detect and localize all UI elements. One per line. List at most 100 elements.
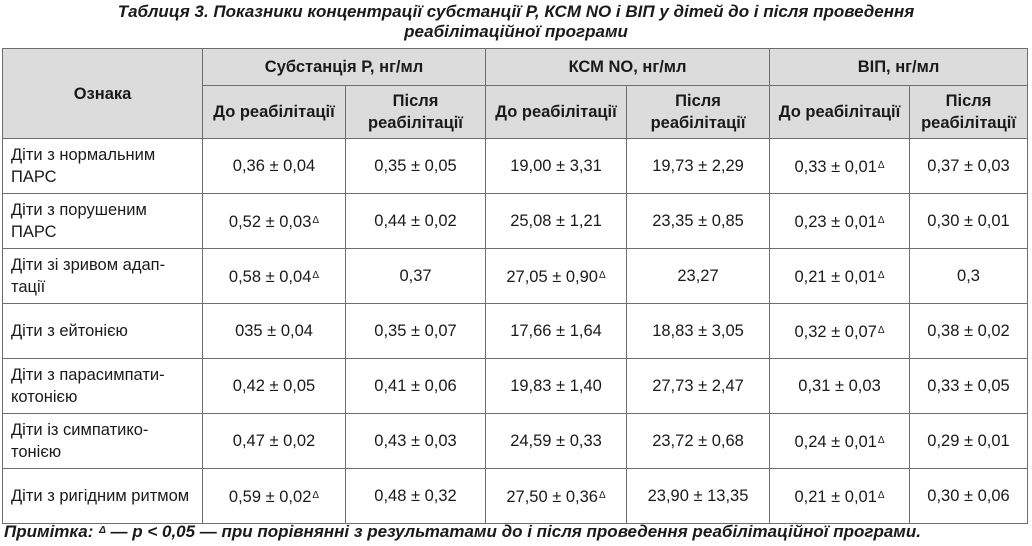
table-cell: 23,27	[626, 248, 771, 304]
significance-mark: Δ	[877, 434, 885, 446]
cell-value: 18,83 ± 3,05	[652, 322, 744, 340]
table-cell: 0,23 ± 0,01Δ	[769, 193, 911, 249]
cell-value: 19,00 ± 3,31	[510, 157, 602, 175]
header-before: До реабілітації	[769, 85, 911, 139]
table-row: Діти з парасимпати-котонією 0,42 ± 0,05 0,…	[2, 358, 1028, 414]
table-caption-line-1: Таблиця 3. Показники концентрації субста…	[117, 2, 915, 21]
table-cell: 0,35 ± 0,05	[344, 138, 487, 194]
footnote-prefix: Примітка:	[4, 522, 99, 541]
significance-mark: Δ	[312, 269, 320, 281]
table-cell: 27,50 ± 0,36Δ	[485, 468, 628, 524]
table-cell: 0,59 ± 0,02Δ	[202, 468, 346, 524]
table-cell: 0,48 ± 0,32	[344, 468, 487, 524]
table-cell: 19,00 ± 3,31	[485, 138, 628, 194]
cell-value: 0,52 ± 0,03	[228, 212, 312, 231]
table-cell: 0,30 ± 0,01	[909, 193, 1028, 249]
cell-value: 23,27	[677, 267, 719, 285]
cell-value: 19,73 ± 2,29	[652, 157, 744, 175]
cell-value: 0,23 ± 0,01	[794, 212, 877, 231]
significance-mark: Δ	[312, 214, 320, 226]
cell-value: 0,38 ± 0,02	[927, 322, 1010, 340]
cell-value: 0,37 ± 0,03	[927, 157, 1010, 175]
table-cell: 0,36 ± 0,04	[202, 138, 346, 194]
cell-value: 035 ± 0,04	[235, 322, 313, 340]
cell-value: 0,43 ± 0,03	[374, 432, 457, 450]
header-row-subcolumns: До реабілітації Після реабілітації До ре…	[3, 85, 1028, 139]
cell-value: 0,30 ± 0,01	[927, 212, 1010, 230]
cell-value: 0,37	[399, 267, 432, 285]
header-group-substance-p: Субстанція Р, нг/мл	[201, 48, 487, 86]
cell-value: 0,41 ± 0,06	[374, 377, 457, 395]
table-cell: 0,43 ± 0,03	[344, 413, 487, 469]
table-cell: 0,29 ± 0,01	[909, 413, 1028, 469]
significance-mark: Δ	[877, 214, 885, 226]
cell-value: 23,35 ± 0,85	[652, 212, 744, 230]
header-group-ksm-no: КСМ NO, нг/мл	[485, 48, 771, 86]
header-before: До реабілітації	[485, 85, 628, 139]
cell-value: 0,21 ± 0,01	[794, 487, 877, 506]
table-cell: 19,73 ± 2,29	[626, 138, 771, 194]
cell-value: 25,08 ± 1,21	[510, 212, 602, 230]
table-cell: 0,24 ± 0,01Δ	[769, 413, 911, 469]
cell-value: 17,66 ± 1,64	[510, 322, 602, 340]
table-cell: 0,33 ± 0,05	[909, 358, 1028, 414]
table-cell: 18,83 ± 3,05	[626, 303, 771, 359]
header-before: До реабілітації	[202, 85, 346, 139]
table-cell: 0,21 ± 0,01Δ	[769, 468, 911, 524]
significance-mark: Δ	[877, 269, 885, 281]
row-label: Діти з нормальним ПАРС	[2, 138, 203, 194]
row-label: Діти з ригідним ритмом	[2, 468, 203, 524]
row-label: Діти з порушеним ПАРС	[2, 193, 203, 249]
cell-value: 0,42 ± 0,05	[232, 377, 316, 395]
cell-value: 27,05 ± 0,90	[506, 267, 598, 286]
cell-value: 0,33 ± 0,01	[794, 157, 877, 176]
data-table: Ознака Субстанція Р, нг/мл КСМ NO, нг/мл…	[2, 48, 1028, 524]
table-cell: 0,3	[909, 248, 1028, 304]
significance-mark: Δ	[877, 324, 885, 336]
cell-value: 27,50 ± 0,36	[506, 487, 598, 506]
table-cell: 24,59 ± 0,33	[485, 413, 628, 469]
table-cell: 17,66 ± 1,64	[485, 303, 628, 359]
cell-value: 0,44 ± 0,02	[374, 212, 457, 230]
table-cell: 23,72 ± 0,68	[626, 413, 771, 469]
row-label: Діти з парасимпати-котонією	[2, 358, 203, 414]
table-cell: 035 ± 0,04	[202, 303, 346, 359]
table-cell: 0,31 ± 0,03	[769, 358, 911, 414]
cell-value: 0,58 ± 0,04	[228, 267, 312, 286]
table-row: Діти зі зривом адап-тації 0,58 ± 0,04Δ 0,3…	[2, 248, 1028, 304]
cell-value: 0,21 ± 0,01	[794, 267, 877, 286]
table-cell: 23,90 ± 13,35	[626, 468, 771, 524]
cell-value: 0,31 ± 0,03	[798, 377, 881, 395]
table-row: Діти з ейтонією 035 ± 0,04 0,35 ± 0,07 17,6…	[2, 303, 1028, 359]
row-label: Діти з ейтонією	[2, 303, 203, 359]
table-cell: 0,44 ± 0,02	[344, 193, 487, 249]
table-cell: 27,05 ± 0,90Δ	[485, 248, 628, 304]
header-after: Після реабілітації	[909, 85, 1028, 139]
cell-value: 0,59 ± 0,02	[228, 487, 312, 506]
table-cell: 19,83 ± 1,40	[485, 358, 628, 414]
cell-value: 23,90 ± 13,35	[647, 487, 749, 505]
cell-value: 23,72 ± 0,68	[652, 432, 744, 450]
table-caption: Таблиця 3. Показники концентрації субста…	[0, 2, 1032, 42]
table-cell: 0,32 ± 0,07Δ	[769, 303, 911, 359]
cell-value: 27,73 ± 2,47	[652, 377, 744, 395]
table-row: Діти з нормальним ПАРС 0,36 ± 0,04 0,35 ± …	[2, 138, 1028, 194]
cell-value: 0,35 ± 0,07	[374, 322, 457, 340]
significance-mark: Δ	[312, 489, 320, 501]
cell-value: 0,47 ± 0,02	[232, 432, 316, 450]
header-after: Після реабілітації	[344, 85, 487, 139]
significance-mark: Δ	[99, 525, 106, 536]
table-cell: 0,42 ± 0,05	[202, 358, 346, 414]
footnote: Примітка: Δ — р < 0,05 — при порівнянні …	[4, 520, 1032, 543]
table-row: Діти з порушеним ПАРС 0,52 ± 0,03Δ 0,44 ± …	[2, 193, 1028, 249]
significance-mark: Δ	[598, 489, 606, 501]
table-cell: 0,38 ± 0,02	[909, 303, 1028, 359]
table-cell: 23,35 ± 0,85	[626, 193, 771, 249]
cell-value: 0,24 ± 0,01	[794, 432, 877, 451]
header-row-groups: Ознака Субстанція Р, нг/мл КСМ NO, нг/мл…	[2, 48, 1028, 139]
table-cell: 0,47 ± 0,02	[202, 413, 346, 469]
table-body: Діти з нормальним ПАРС 0,36 ± 0,04 0,35 ± …	[2, 138, 1028, 524]
table-cell: 0,52 ± 0,03Δ	[202, 193, 346, 249]
row-label: Діти із симпатико-тонією	[2, 413, 203, 469]
cell-value: 19,83 ± 1,40	[510, 377, 602, 395]
